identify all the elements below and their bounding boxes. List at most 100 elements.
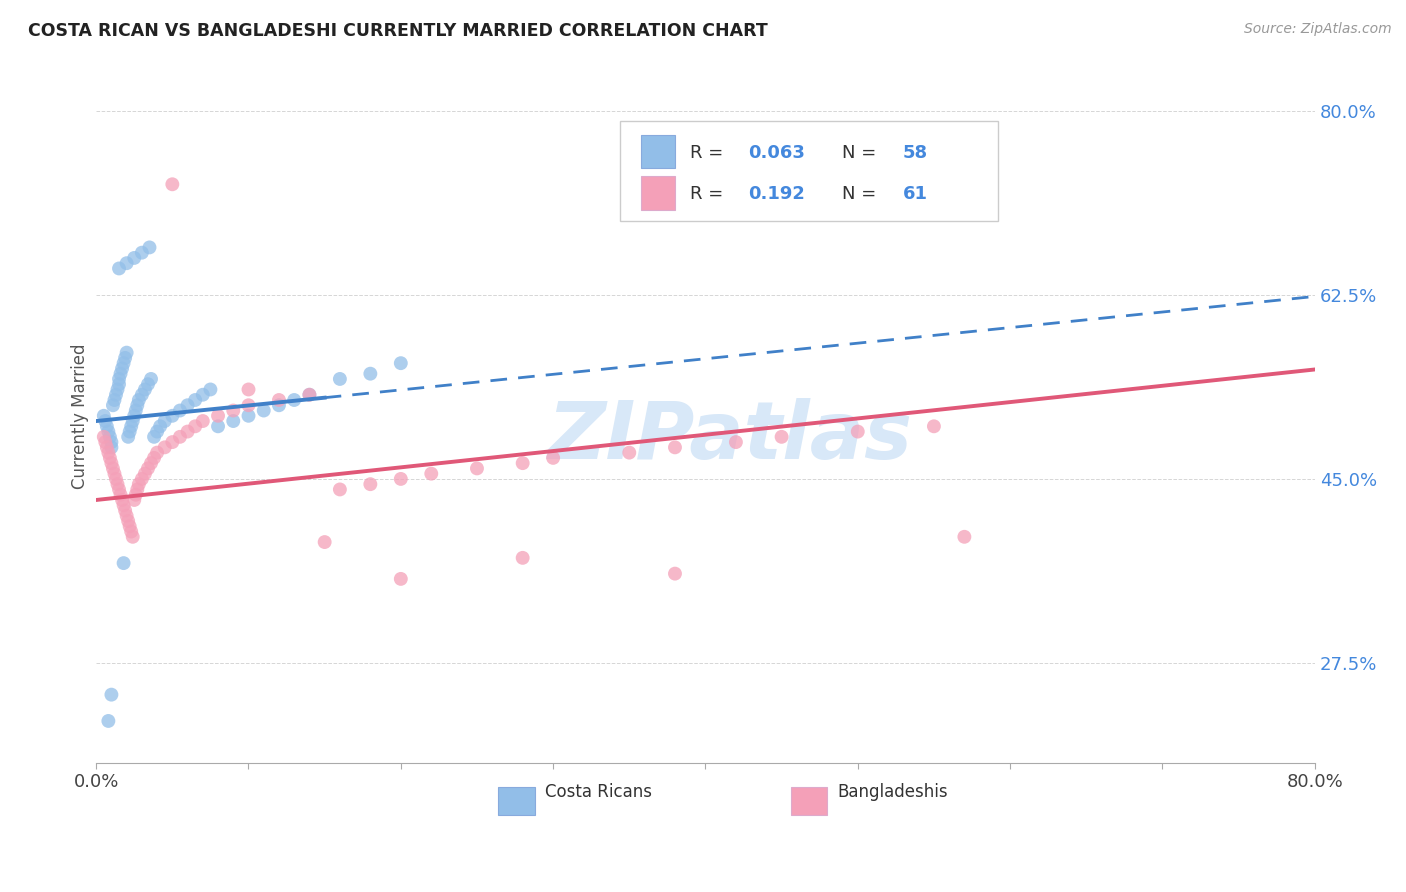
Point — [176, 425, 198, 439]
Text: Bangladeshis: Bangladeshis — [837, 783, 948, 801]
Point — [389, 572, 412, 586]
Point — [96, 441, 118, 455]
Text: ZIPatlas: ZIPatlas — [547, 398, 912, 475]
Point — [512, 550, 534, 565]
Point — [541, 450, 564, 465]
Point — [128, 477, 150, 491]
Point — [117, 514, 139, 528]
Point — [238, 398, 260, 412]
Point — [283, 392, 305, 407]
Point — [114, 351, 136, 365]
Point — [108, 483, 131, 497]
Point — [131, 245, 153, 260]
Bar — [498, 788, 534, 815]
Point — [104, 388, 127, 402]
Point — [104, 472, 127, 486]
Point — [238, 409, 260, 423]
Point — [115, 345, 138, 359]
Point — [191, 388, 214, 402]
Point — [97, 714, 120, 728]
Point — [122, 493, 145, 508]
Point — [114, 503, 136, 517]
Text: Costa Ricans: Costa Ricans — [544, 783, 651, 801]
Point — [131, 388, 153, 402]
Y-axis label: Currently Married: Currently Married — [72, 343, 89, 489]
Point — [108, 261, 131, 276]
Text: 61: 61 — [903, 186, 928, 203]
Text: COSTA RICAN VS BANGLADESHI CURRENTLY MARRIED CORRELATION CHART: COSTA RICAN VS BANGLADESHI CURRENTLY MAR… — [28, 22, 768, 40]
Point — [115, 508, 138, 523]
Point — [112, 556, 135, 570]
Point — [953, 530, 976, 544]
Point — [127, 483, 149, 497]
Point — [329, 483, 352, 497]
Point — [314, 535, 336, 549]
Text: R =: R = — [689, 144, 728, 161]
Point — [143, 430, 166, 444]
Bar — [790, 788, 827, 815]
Text: 58: 58 — [903, 144, 928, 161]
Point — [111, 493, 134, 508]
Point — [128, 392, 150, 407]
Point — [98, 450, 121, 465]
Point — [97, 425, 120, 439]
Point — [97, 445, 120, 459]
Point — [94, 435, 117, 450]
Point — [136, 461, 159, 475]
Point — [222, 403, 245, 417]
Point — [420, 467, 443, 481]
Point — [770, 430, 793, 444]
FancyBboxPatch shape — [620, 120, 998, 221]
Point — [146, 425, 169, 439]
Point — [103, 392, 125, 407]
Point — [120, 524, 142, 539]
Text: 0.192: 0.192 — [748, 186, 806, 203]
Point — [117, 430, 139, 444]
Point — [389, 356, 412, 370]
Point — [207, 409, 229, 423]
Point — [108, 372, 131, 386]
Point — [329, 372, 352, 386]
Point — [100, 435, 122, 450]
Point — [131, 472, 153, 486]
Point — [93, 430, 115, 444]
Text: 0.063: 0.063 — [748, 144, 806, 161]
Point — [110, 367, 132, 381]
Point — [115, 256, 138, 270]
Point — [100, 688, 122, 702]
Point — [112, 356, 135, 370]
Point — [118, 519, 141, 533]
Point — [153, 441, 176, 455]
Point — [922, 419, 945, 434]
Point — [103, 467, 125, 481]
Point — [118, 425, 141, 439]
Point — [267, 398, 290, 412]
Point — [149, 419, 172, 434]
Point — [512, 456, 534, 470]
Point — [143, 450, 166, 465]
Point — [267, 392, 290, 407]
Point — [359, 367, 381, 381]
Point — [298, 388, 321, 402]
Point — [122, 251, 145, 265]
Point — [298, 388, 321, 402]
Point — [169, 430, 191, 444]
Point — [134, 467, 156, 481]
Point — [664, 566, 686, 581]
Point — [169, 403, 191, 417]
Point — [120, 419, 142, 434]
Point — [162, 435, 184, 450]
Point — [389, 472, 412, 486]
Point — [184, 419, 207, 434]
Point — [121, 414, 143, 428]
Point — [191, 414, 214, 428]
Point — [465, 461, 488, 475]
Point — [162, 178, 184, 192]
Text: Source: ZipAtlas.com: Source: ZipAtlas.com — [1244, 22, 1392, 37]
Point — [125, 488, 148, 502]
Point — [107, 383, 129, 397]
Point — [134, 383, 156, 397]
Bar — [641, 135, 675, 168]
Point — [121, 530, 143, 544]
Point — [153, 414, 176, 428]
